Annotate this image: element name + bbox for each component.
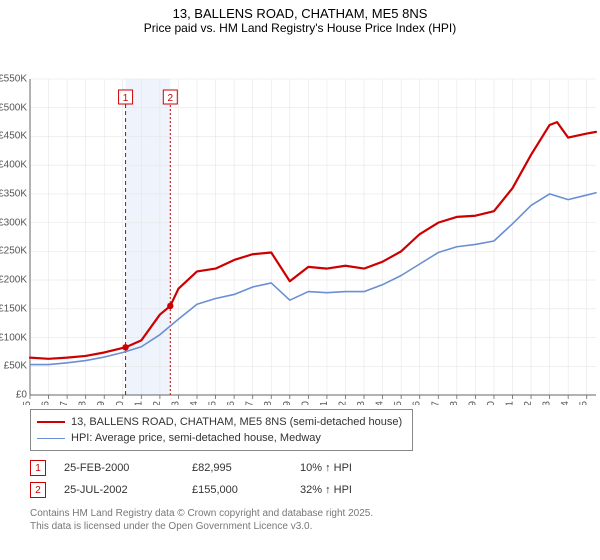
footer-line-1: Contains HM Land Registry data © Crown c… <box>30 507 600 520</box>
legend: 13, BALLENS ROAD, CHATHAM, ME5 8NS (semi… <box>30 409 413 451</box>
svg-text:2006: 2006 <box>226 401 237 405</box>
svg-text:2015: 2015 <box>393 401 404 405</box>
chart-svg: 1995 1996 1997 1998 1999 2000 2001 2002 2003 2004… <box>0 35 600 405</box>
svg-text:2005: 2005 <box>208 401 219 405</box>
footer-attribution: Contains HM Land Registry data © Crown c… <box>30 507 600 533</box>
legend-swatch <box>37 438 65 439</box>
y-tick-label: £450K <box>0 131 27 142</box>
svg-text:2008: 2008 <box>263 401 274 405</box>
legend-item: HPI: Average price, semi-detached house,… <box>37 430 402 446</box>
y-tick-label: £200K <box>0 275 27 286</box>
y-tick-label: £250K <box>0 246 27 257</box>
event-pct: 10% ↑ HPI <box>300 462 400 474</box>
svg-text:1997: 1997 <box>59 401 70 405</box>
svg-text:2023: 2023 <box>542 401 553 405</box>
svg-text:2016: 2016 <box>412 401 423 405</box>
svg-text:2: 2 <box>168 93 174 104</box>
svg-text:2025: 2025 <box>579 401 590 405</box>
legend-swatch <box>37 421 65 423</box>
y-tick-label: £0 <box>16 390 27 401</box>
svg-text:2003: 2003 <box>170 401 181 405</box>
svg-text:2007: 2007 <box>245 401 256 405</box>
svg-text:2002: 2002 <box>152 401 163 405</box>
svg-text:2024: 2024 <box>560 401 571 405</box>
svg-text:2017: 2017 <box>430 401 441 405</box>
svg-text:2009: 2009 <box>282 401 293 405</box>
y-tick-label: £50K <box>4 361 27 372</box>
svg-text:2001: 2001 <box>133 401 144 405</box>
event-marker-icon: 2 <box>30 482 46 498</box>
y-tick-label: £550K <box>0 74 27 85</box>
svg-text:2019: 2019 <box>467 401 478 405</box>
event-price: £155,000 <box>192 484 282 496</box>
title-line-2: Price paid vs. HM Land Registry's House … <box>0 21 600 35</box>
event-row: 1 25-FEB-2000 £82,995 10% ↑ HPI <box>30 457 600 479</box>
legend-item: 13, BALLENS ROAD, CHATHAM, ME5 8NS (semi… <box>37 414 402 430</box>
svg-text:2020: 2020 <box>486 401 497 405</box>
legend-label: 13, BALLENS ROAD, CHATHAM, ME5 8NS (semi… <box>71 416 402 428</box>
svg-text:1996: 1996 <box>41 401 52 405</box>
svg-text:1995: 1995 <box>22 401 33 405</box>
event-row: 2 25-JUL-2002 £155,000 32% ↑ HPI <box>30 479 600 501</box>
svg-text:2014: 2014 <box>375 401 386 405</box>
svg-text:2000: 2000 <box>115 401 126 405</box>
title-line-1: 13, BALLENS ROAD, CHATHAM, ME5 8NS <box>0 6 600 21</box>
y-tick-label: £400K <box>0 160 27 171</box>
svg-text:1998: 1998 <box>78 401 89 405</box>
svg-text:2018: 2018 <box>449 401 460 405</box>
event-date: 25-JUL-2002 <box>64 484 174 496</box>
svg-text:2013: 2013 <box>356 401 367 405</box>
event-date: 25-FEB-2000 <box>64 462 174 474</box>
y-tick-label: £100K <box>0 332 27 343</box>
svg-text:2004: 2004 <box>189 401 200 405</box>
y-tick-label: £350K <box>0 188 27 199</box>
event-pct: 32% ↑ HPI <box>300 484 400 496</box>
legend-label: HPI: Average price, semi-detached house,… <box>71 432 321 444</box>
svg-text:1: 1 <box>123 93 129 104</box>
event-price: £82,995 <box>192 462 282 474</box>
svg-text:2010: 2010 <box>300 401 311 405</box>
svg-text:2011: 2011 <box>319 401 330 405</box>
event-marker-icon: 1 <box>30 460 46 476</box>
svg-text:2012: 2012 <box>337 401 348 405</box>
svg-text:2021: 2021 <box>504 401 515 405</box>
svg-text:1999: 1999 <box>96 401 107 405</box>
y-tick-label: £150K <box>0 303 27 314</box>
events-table: 1 25-FEB-2000 £82,995 10% ↑ HPI 2 25-JUL-2002… <box>30 457 600 501</box>
svg-text:2022: 2022 <box>523 401 534 405</box>
y-tick-label: £300K <box>0 217 27 228</box>
price-chart: 1995 1996 1997 1998 1999 2000 2001 2002 2003 2004… <box>0 35 600 405</box>
y-tick-label: £500K <box>0 102 27 113</box>
footer-line-2: This data is licensed under the Open Gov… <box>30 520 600 533</box>
